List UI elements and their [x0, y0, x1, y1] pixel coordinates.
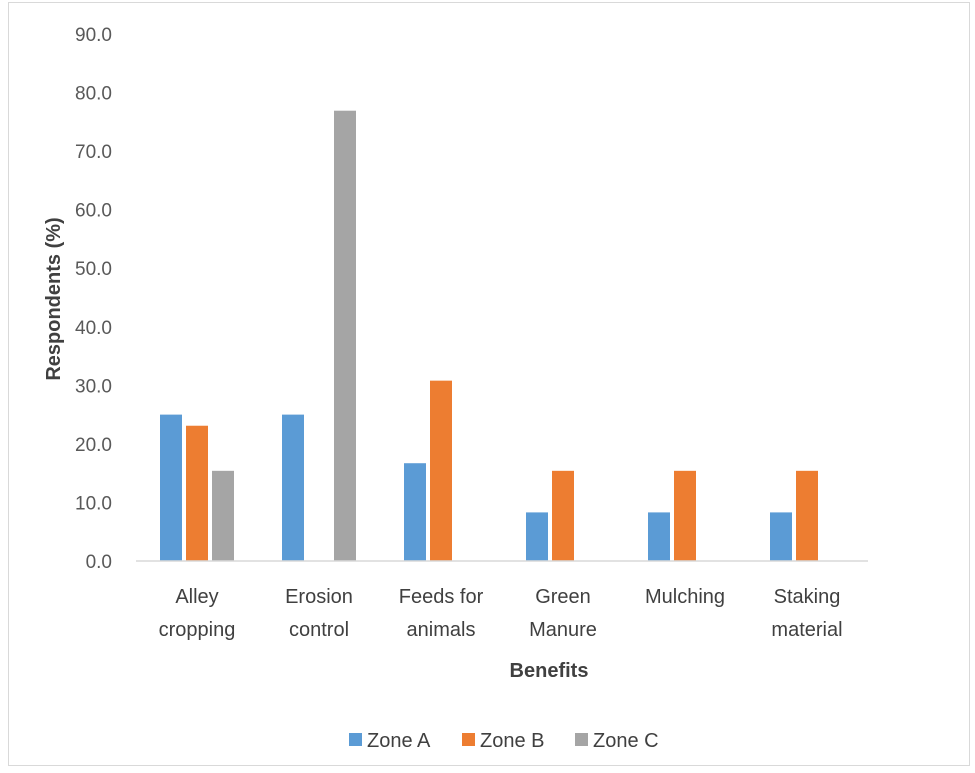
y-tick-label: 20.0 [75, 435, 112, 456]
y-tick-label: 70.0 [75, 142, 112, 163]
y-tick-label: 50.0 [75, 259, 112, 280]
y-tick-label: 90.0 [75, 25, 112, 46]
bar-zone-b [674, 470, 696, 561]
legend-swatch [575, 733, 588, 746]
bar-zone-a [770, 512, 792, 561]
x-axis-title: Benefits [510, 660, 589, 682]
x-category-label: Alley cropping [159, 586, 236, 641]
bar-zone-c [212, 470, 234, 561]
bar-zone-b [186, 425, 208, 561]
x-category-label: Erosion control [285, 586, 353, 641]
y-tick-label: 80.0 [75, 84, 112, 105]
bar-zone-a [404, 463, 426, 561]
legend-swatch [349, 733, 362, 746]
bar-zone-b [430, 380, 452, 561]
chart-frame [8, 2, 970, 766]
y-tick-label: 0.0 [86, 552, 112, 573]
x-axis-category-labels: Alley cropping Erosion control Feeds for anim… [159, 586, 843, 641]
legend: Zone A Zone B Zone C [349, 730, 659, 752]
bars [160, 110, 818, 562]
legend-label: Zone A [367, 730, 431, 752]
y-tick-label: 10.0 [75, 493, 112, 514]
legend-label: Zone C [593, 730, 659, 752]
y-tick-label: 30.0 [75, 376, 112, 397]
bar-zone-c [334, 110, 356, 562]
y-tick-label: 60.0 [75, 201, 112, 222]
y-axis-title: Respondents (%) [43, 217, 65, 380]
bar-zone-b [552, 470, 574, 561]
y-tick-label: 40.0 [75, 318, 112, 339]
bar-zone-a [160, 414, 182, 561]
bar-zone-a [648, 512, 670, 561]
x-category-label: Mulching [645, 586, 725, 608]
x-category-label: Staking material [771, 586, 842, 641]
bar-zone-b [796, 470, 818, 561]
x-category-label: Feeds for animals [399, 586, 484, 641]
y-axis-ticks: 0.0 10.0 20.0 30.0 40.0 50.0 60.0 70.0 80.0 90.0 [75, 25, 112, 573]
x-category-label: Green Manure [529, 586, 597, 641]
bar-zone-a [282, 414, 304, 561]
legend-label: Zone B [480, 730, 544, 752]
legend-swatch [462, 733, 475, 746]
bar-zone-a [526, 512, 548, 561]
